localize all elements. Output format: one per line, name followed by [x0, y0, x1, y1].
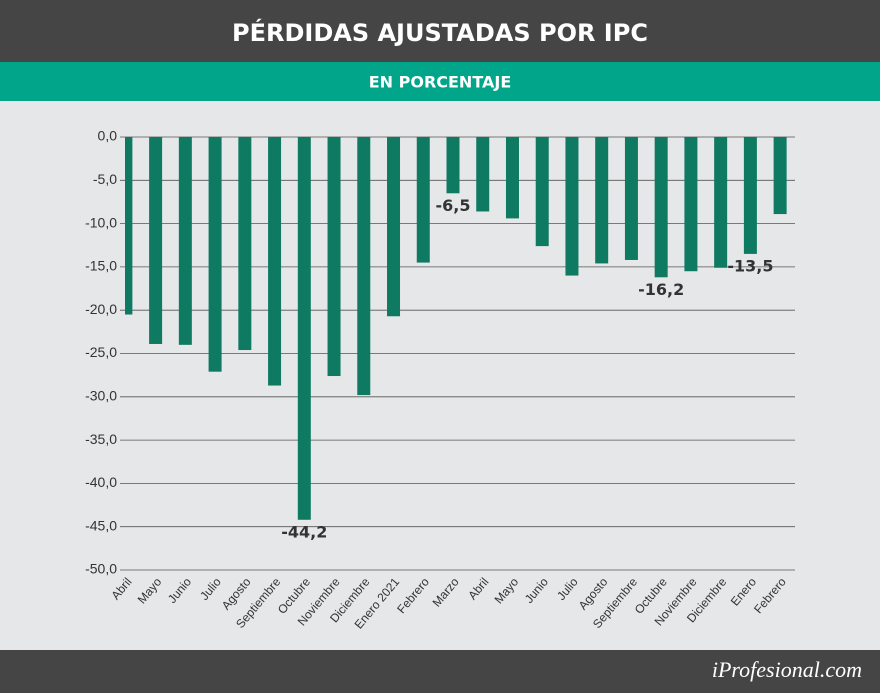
y-tick-label: -20,0 — [85, 301, 117, 317]
value-label: -6,5 — [436, 196, 471, 215]
y-tick-label: -35,0 — [85, 431, 117, 447]
bar — [684, 137, 698, 272]
value-label: -13,5 — [727, 256, 773, 275]
bar — [357, 137, 371, 396]
bar — [297, 137, 311, 520]
y-tick-label: -5,0 — [93, 171, 117, 187]
bar — [714, 137, 728, 268]
bar — [505, 137, 519, 219]
y-tick-label: 0,0 — [98, 128, 118, 144]
chart-title: PÉRDIDAS AJUSTADAS POR IPC — [232, 18, 648, 47]
bar — [654, 137, 668, 278]
bar — [238, 137, 252, 351]
y-tick-label: -25,0 — [85, 344, 117, 360]
footer-bar — [0, 650, 880, 693]
y-tick-label: -50,0 — [85, 561, 117, 577]
bar — [624, 137, 638, 260]
bar — [268, 137, 282, 386]
y-tick-label: -45,0 — [85, 517, 117, 533]
bar — [387, 137, 401, 317]
title-bar — [0, 0, 880, 62]
bar — [595, 137, 609, 264]
bar — [535, 137, 549, 247]
bar — [565, 137, 579, 276]
bar — [446, 137, 460, 194]
bar — [125, 137, 133, 315]
bar — [178, 137, 192, 345]
bar — [743, 137, 757, 254]
bar — [773, 137, 787, 215]
bar — [149, 137, 163, 344]
value-label: -16,2 — [638, 280, 684, 299]
y-tick-label: -15,0 — [85, 258, 117, 274]
logo: iProfesional.com — [712, 657, 862, 682]
y-tick-label: -30,0 — [85, 388, 117, 404]
y-tick-label: -40,0 — [85, 474, 117, 490]
value-label: -44,2 — [281, 522, 327, 541]
bar — [416, 137, 430, 263]
bar — [476, 137, 490, 212]
bar — [208, 137, 222, 372]
bars — [125, 137, 787, 520]
subtitle-bar — [0, 62, 880, 101]
chart-subtitle: EN PORCENTAJE — [369, 73, 512, 92]
y-tick-label: -10,0 — [85, 214, 117, 230]
bar — [327, 137, 341, 377]
